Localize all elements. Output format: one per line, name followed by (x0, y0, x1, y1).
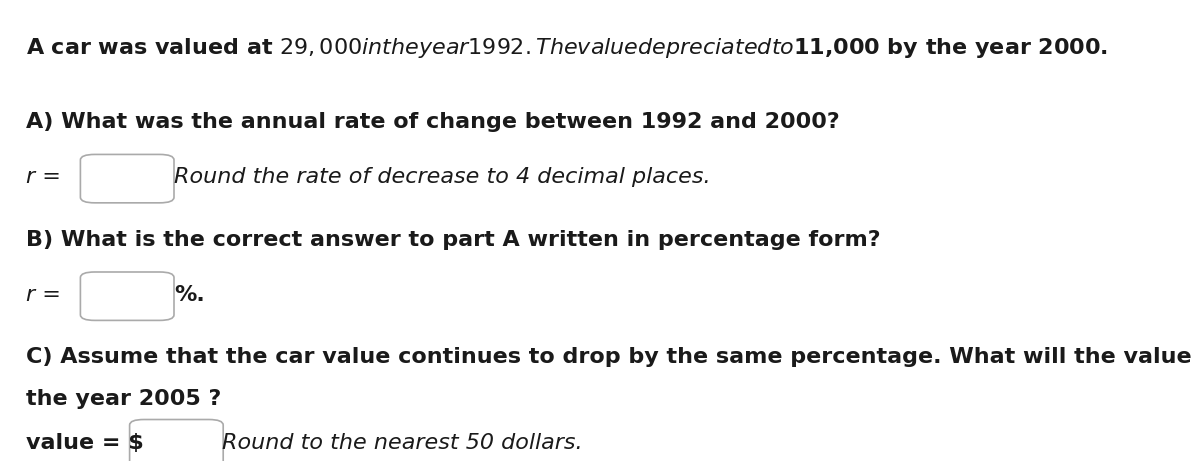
Text: B) What is the correct answer to part A written in percentage form?: B) What is the correct answer to part A … (26, 230, 881, 250)
Text: A) What was the annual rate of change between 1992 and 2000?: A) What was the annual rate of change be… (26, 112, 840, 132)
Text: r =: r = (26, 167, 68, 188)
FancyBboxPatch shape (80, 154, 174, 203)
Text: value = $: value = $ (26, 432, 144, 453)
FancyBboxPatch shape (80, 272, 174, 320)
Text: A car was valued at $29,000 in the year 1992. The value depreciated to $11,000 b: A car was valued at $29,000 in the year … (26, 36, 1109, 60)
FancyBboxPatch shape (130, 420, 223, 461)
Text: Round the rate of decrease to 4 decimal places.: Round the rate of decrease to 4 decimal … (174, 167, 710, 188)
Text: Round to the nearest 50 dollars.: Round to the nearest 50 dollars. (222, 432, 583, 453)
Text: the year 2005 ?: the year 2005 ? (26, 389, 222, 409)
Text: %.: %. (174, 285, 205, 305)
Text: r =: r = (26, 285, 68, 305)
Text: C) Assume that the car value continues to drop by the same percentage. What will: C) Assume that the car value continues t… (26, 347, 1200, 367)
